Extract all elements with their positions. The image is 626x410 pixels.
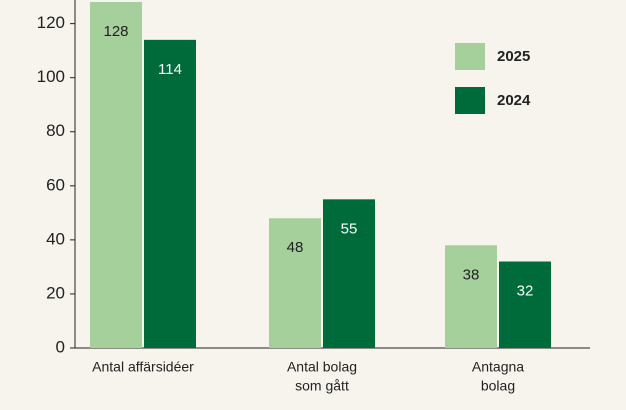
bar xyxy=(445,245,497,348)
y-tick-label: 80 xyxy=(46,121,65,140)
y-tick-label: 60 xyxy=(46,175,65,194)
value-label: 128 xyxy=(103,23,128,40)
bar xyxy=(269,218,321,348)
y-tick-label: 120 xyxy=(37,13,65,32)
value-label: 38 xyxy=(463,266,480,283)
value-label: 55 xyxy=(341,220,358,237)
value-label: 32 xyxy=(517,282,534,299)
y-tick-label: 100 xyxy=(37,67,65,86)
x-tick-label: Antagna xyxy=(472,359,524,375)
x-tick-label: Antal bolag xyxy=(287,359,357,375)
y-tick-label: 20 xyxy=(46,283,65,302)
legend-swatch xyxy=(455,43,485,70)
bar xyxy=(144,39,196,348)
value-label: 114 xyxy=(158,61,182,78)
legend-swatch xyxy=(455,87,485,114)
y-tick-label: 40 xyxy=(46,229,65,248)
legend-label: 2024 xyxy=(497,92,531,109)
x-tick-label: som gått xyxy=(295,378,349,394)
legend-label: 2025 xyxy=(497,48,530,65)
bar xyxy=(323,199,375,348)
x-tick-label: Antal affärsidéer xyxy=(92,359,194,375)
value-label: 48 xyxy=(287,239,304,256)
y-tick-label: 0 xyxy=(56,337,65,356)
bar xyxy=(90,2,142,348)
x-tick-label: bolag xyxy=(481,378,515,394)
bar xyxy=(499,261,551,348)
